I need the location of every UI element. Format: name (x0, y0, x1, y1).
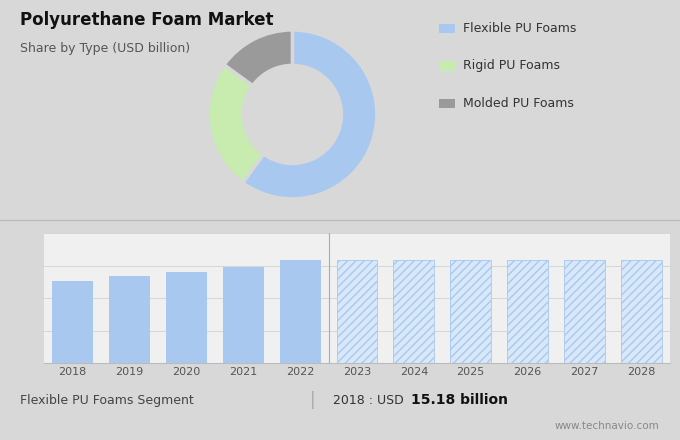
Bar (450, 260, 491, 363)
Wedge shape (208, 65, 264, 183)
Bar (564, 260, 605, 363)
Text: Rigid PU Foams: Rigid PU Foams (463, 59, 560, 73)
Bar (564, 260, 605, 363)
Text: |: | (310, 392, 316, 409)
Wedge shape (224, 30, 292, 86)
Bar (507, 260, 548, 363)
Bar (337, 260, 377, 363)
Text: Flexible PU Foams Segment: Flexible PU Foams Segment (20, 394, 194, 407)
Text: 2018 : USD: 2018 : USD (333, 394, 408, 407)
Bar (507, 260, 548, 363)
Text: Molded PU Foams: Molded PU Foams (463, 97, 574, 110)
Bar (337, 260, 377, 363)
Bar (166, 271, 207, 363)
Text: Polyurethane Foam Market: Polyurethane Foam Market (20, 11, 274, 29)
Text: www.technavio.com: www.technavio.com (555, 421, 660, 431)
Bar (223, 267, 264, 363)
Bar (109, 276, 150, 363)
Bar (450, 260, 491, 363)
Bar (52, 281, 93, 363)
Text: Share by Type (USD billion): Share by Type (USD billion) (20, 42, 190, 55)
Bar (394, 260, 435, 363)
Bar (621, 260, 662, 363)
Bar (279, 260, 320, 363)
Bar (394, 260, 435, 363)
Text: Flexible PU Foams: Flexible PU Foams (463, 22, 577, 35)
Bar (621, 260, 662, 363)
Wedge shape (243, 30, 377, 199)
Text: 15.18 billion: 15.18 billion (411, 393, 509, 407)
